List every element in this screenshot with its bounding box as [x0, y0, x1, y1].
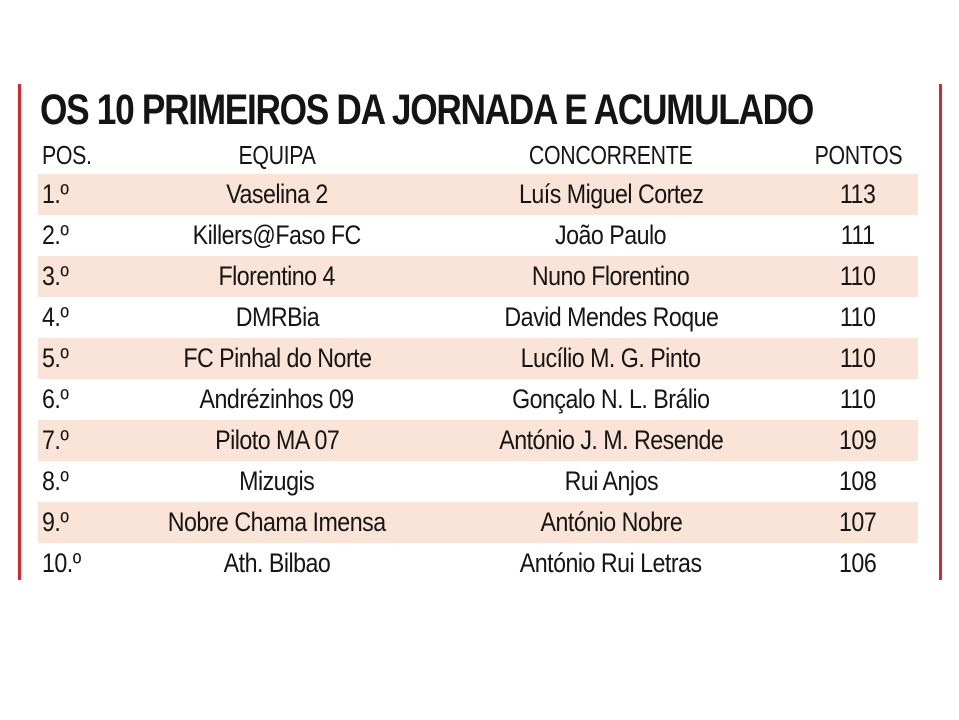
cell-concorrente: David Mendes Roque [503, 302, 719, 332]
cell-pontos: 113 [840, 179, 876, 209]
cell-equipa: Ath. Bilbao [223, 548, 331, 578]
table-row: 5.º FC Pinhal do Norte Lucílio M. G. Pin… [38, 338, 918, 379]
cell-concorrente: João Paulo [555, 220, 667, 250]
cell-equipa: FC Pinhal do Norte [182, 343, 372, 373]
cell-concorrente: António Nobre [540, 507, 682, 537]
cell-equipa: Nobre Chama Imensa [168, 507, 386, 537]
table-row: 7.º Piloto MA 07 António J. M. Resende 1… [38, 420, 918, 461]
cell-concorrente: António J. M. Resende [498, 425, 724, 455]
cell-equipa: Mizugis [239, 466, 315, 496]
cell-pos: 5.º [42, 343, 69, 373]
cell-concorrente: Lucílio M. G. Pinto [521, 343, 701, 373]
cell-pos: 8.º [42, 466, 69, 496]
cell-equipa: Killers@Faso FC [192, 220, 362, 250]
cell-concorrente: António Rui Letras [520, 548, 702, 578]
left-red-rule [18, 84, 21, 580]
table-header-row: POS. EQUIPA CONCORRENTE PONTOS [18, 136, 942, 174]
cell-concorrente: Gonçalo N. L. Brálio [512, 384, 710, 414]
cell-pontos: 111 [841, 220, 875, 250]
cell-pos: 9.º [42, 507, 69, 537]
cell-equipa: Andrézinhos 09 [199, 384, 355, 414]
ranking-panel: OS 10 PRIMEIROS DA JORNADA E ACUMULADO P… [18, 84, 942, 580]
header-equipa: EQUIPA [238, 139, 316, 170]
table-row: 6.º Andrézinhos 09 Gonçalo N. L. Brálio … [38, 379, 918, 420]
cell-pos: 1.º [42, 179, 69, 209]
table-row: 3.º Florentino 4 Nuno Florentino 110 [38, 256, 918, 297]
cell-equipa: Vaselina 2 [226, 179, 328, 209]
cell-concorrente: Luís Miguel Cortez [518, 179, 704, 209]
cell-pontos: 110 [840, 384, 876, 414]
cell-pos: 10.º [42, 548, 81, 578]
cell-pontos: 108 [839, 466, 877, 496]
cell-pontos: 110 [840, 261, 876, 291]
header-pos: POS. [42, 139, 92, 170]
cell-pontos: 110 [840, 343, 876, 373]
table-row: 2.º Killers@Faso FC João Paulo 111 [38, 215, 918, 256]
table-row: 10.º Ath. Bilbao António Rui Letras 106 [38, 543, 918, 584]
table-title: OS 10 PRIMEIROS DA JORNADA E ACUMULADO [40, 86, 814, 134]
cell-pos: 2.º [42, 220, 69, 250]
cell-concorrente: Rui Anjos [564, 466, 658, 496]
cell-equipa: Piloto MA 07 [214, 425, 340, 455]
table-row: 1.º Vaselina 2 Luís Miguel Cortez 113 [38, 174, 918, 215]
cell-equipa: Florentino 4 [218, 261, 336, 291]
cell-equipa: DMRBia [235, 302, 319, 332]
right-red-rule [939, 84, 942, 580]
cell-pontos: 106 [839, 548, 877, 578]
cell-pos: 4.º [42, 302, 69, 332]
cell-pos: 3.º [42, 261, 69, 291]
table-row: 9.º Nobre Chama Imensa António Nobre 107 [38, 502, 918, 543]
cell-pontos: 110 [840, 302, 876, 332]
cell-pontos: 109 [839, 425, 877, 455]
cell-pos: 6.º [42, 384, 69, 414]
cell-concorrente: Nuno Florentino [532, 261, 690, 291]
table-row: 4.º DMRBia David Mendes Roque 110 [38, 297, 918, 338]
header-concorrente: CONCORRENTE [529, 139, 693, 170]
table-row: 8.º Mizugis Rui Anjos 108 [38, 461, 918, 502]
cell-pontos: 107 [839, 507, 877, 537]
header-pontos: PONTOS [814, 139, 902, 170]
cell-pos: 7.º [42, 425, 69, 455]
